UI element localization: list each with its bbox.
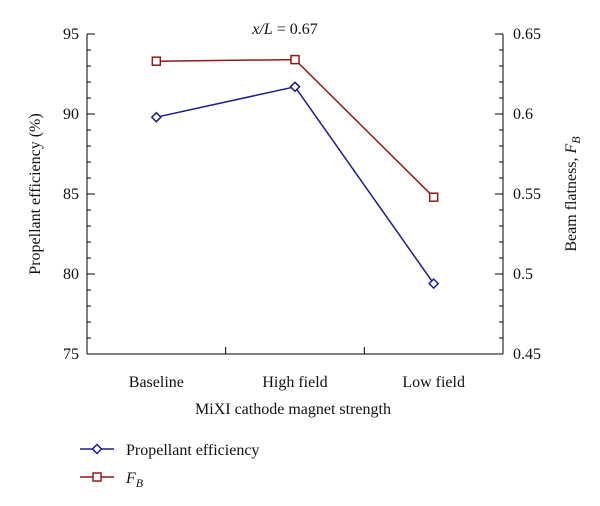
right-axis-title-symbol: F bbox=[563, 143, 580, 154]
right-tick-label: 0.45 bbox=[513, 346, 541, 363]
right-axis-title: Beam flatness, FB bbox=[563, 136, 583, 252]
data-point-diamond bbox=[428, 278, 440, 290]
x-tick-label: Baseline bbox=[129, 374, 184, 391]
x-tick-label: High field bbox=[262, 374, 327, 391]
right-tick-label: 0.6 bbox=[513, 106, 533, 123]
data-point-diamond bbox=[289, 81, 301, 93]
annotation-value: 0.67 bbox=[290, 21, 318, 38]
legend-flatness-marker bbox=[92, 472, 102, 482]
data-point-square bbox=[428, 192, 439, 202]
right-axis-title-text: Beam flatness, bbox=[563, 153, 580, 251]
data-point-diamond bbox=[150, 111, 162, 123]
x-axis-title: MiXI cathode magnet strength bbox=[195, 401, 391, 418]
legend-efficiency-label: Propellant efficiency bbox=[126, 442, 259, 459]
annotation-variable: x/L bbox=[251, 21, 273, 38]
legend-efficiency-marker bbox=[91, 443, 103, 455]
left-tick-label: 80 bbox=[63, 266, 79, 283]
legend-flatness-label: FB bbox=[125, 470, 144, 490]
left-tick-label: 95 bbox=[63, 26, 79, 43]
left-tick-label: 75 bbox=[63, 346, 79, 363]
right-axis-title-subscript: B bbox=[569, 136, 583, 144]
left-axis-ticks: 75 80 85 90 95 bbox=[63, 26, 95, 363]
right-tick-label: 0.5 bbox=[513, 266, 533, 283]
legend-item-flatness: FB bbox=[80, 470, 144, 490]
left-tick-label: 90 bbox=[63, 106, 79, 123]
x-axis-ticks: Baseline High field Low field bbox=[129, 347, 465, 391]
data-point-square bbox=[151, 56, 162, 66]
series-efficiency bbox=[150, 81, 440, 290]
annotation-equals: = bbox=[273, 21, 290, 38]
right-tick-label: 0.65 bbox=[513, 26, 541, 43]
right-axis-ticks: 0.45 0.5 0.55 0.6 0.65 bbox=[495, 26, 541, 363]
legend-flatness-subscript: B bbox=[136, 476, 144, 490]
legend-flatness-symbol: F bbox=[125, 470, 136, 487]
series-line bbox=[156, 58, 435, 198]
chart-annotation: x/L = 0.67 bbox=[251, 21, 317, 38]
left-tick-label: 85 bbox=[63, 186, 79, 203]
data-point-square bbox=[290, 54, 300, 65]
legend: Propellant efficiency FB bbox=[80, 442, 259, 490]
left-axis-title: Propellant efficiency (%) bbox=[27, 113, 44, 274]
legend-item-efficiency: Propellant efficiency bbox=[80, 442, 259, 459]
series-line bbox=[156, 85, 435, 285]
series-layer bbox=[150, 54, 440, 290]
series-flatness bbox=[151, 54, 439, 202]
right-tick-label: 0.55 bbox=[513, 186, 541, 203]
x-tick-label: Low field bbox=[402, 374, 465, 391]
